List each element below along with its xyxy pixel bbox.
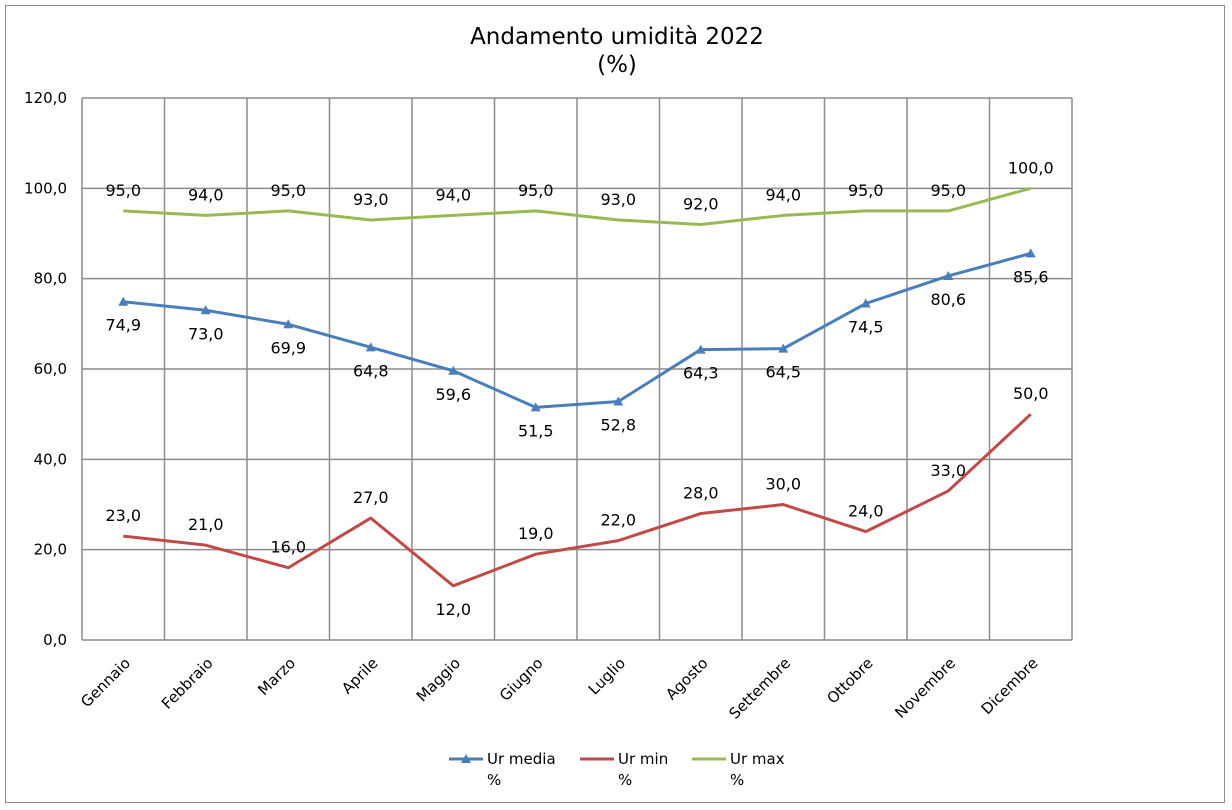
marker-media-point [283,319,294,329]
data-label-min: 27,0 [353,488,389,507]
legend-label-max: Ur max [730,750,785,768]
data-label-media: 59,6 [435,385,471,404]
data-label-media: 85,6 [1013,267,1049,286]
series-line-media [123,251,1032,409]
data-label-media: 64,8 [353,361,389,380]
data-label-max: 94,0 [435,185,471,204]
legend: Ur media% Ur min% Ur max% [449,750,785,789]
data-label-max: 95,0 [848,181,884,200]
y-axis-ticks: 0,0 20,0 40,0 60,0 80,0 100,0 120,0 [24,89,67,649]
data-label-max: 95,0 [270,181,306,200]
data-label-max: 93,0 [353,190,389,209]
x-axis-ticks: Gennaio Febbraio Marzo Aprile Maggio Giugno Lu… [77,654,1041,723]
data-label-max: 100,0 [1008,158,1054,177]
marker-media-point [118,296,129,306]
chart-subtitle: (%) [597,52,637,78]
x-tick-label: Febbraio [158,654,217,713]
y-tick-label: 80,0 [34,270,67,288]
marker-media-point [200,305,211,315]
x-tick-label: Marzo [254,654,299,699]
x-tick-label: Maggio [413,654,464,705]
marker-media-point [943,270,954,280]
series-line-max [123,186,1032,226]
x-tick-label: Aprile [338,654,381,697]
series-layer [118,186,1036,588]
marker-media-point [613,396,624,406]
legend-unit-min: % [618,771,632,789]
y-tick-label: 100,0 [24,179,67,197]
data-label-media: 52,8 [600,416,636,435]
x-tick-label: Settembre [726,654,795,723]
data-label-max: 93,0 [600,190,636,209]
data-label-media: 73,0 [188,324,224,343]
data-label-media: 69,9 [270,338,306,357]
data-label-min: 19,0 [518,524,554,543]
marker-media-point [530,402,541,412]
data-label-max: 92,0 [683,194,719,213]
x-tick-label: Gennaio [77,654,134,711]
legend-unit-max: % [730,771,744,789]
data-label-min: 12,0 [435,600,471,619]
data-label-media: 64,5 [765,363,801,382]
marker-media-point [448,365,459,375]
x-tick-label: Luglio [585,654,629,698]
data-label-min: 50,0 [1013,384,1049,403]
x-tick-label: Novembre [891,654,959,722]
data-label-max: 95,0 [930,181,966,200]
legend-marker-media [461,754,471,763]
data-label-min: 16,0 [270,538,306,557]
data-label-min: 24,0 [848,502,884,521]
x-tick-label: Agosto [662,654,711,703]
y-tick-label: 0,0 [43,631,67,649]
data-label-media: 64,3 [683,364,719,383]
legend-unit-media: % [487,771,501,789]
data-label-media: 74,5 [848,318,884,337]
data-label-max: 95,0 [518,181,554,200]
data-labels-layer: 74,9 73,0 69,9 64,8 59,6 51,5 52,8 64,3 64,5 74,5… [105,158,1053,618]
x-tick-label: Giugno [496,654,547,705]
marker-media-point [695,344,706,354]
y-tick-label: 20,0 [34,541,67,559]
data-label-min: 23,0 [105,506,141,525]
data-label-min: 33,0 [930,461,966,480]
marker-media-point [778,343,789,353]
y-tick-label: 60,0 [34,360,67,378]
marker-media-point [860,298,871,308]
marker-media-point [365,342,376,352]
x-tick-label: Ottobre [823,654,876,707]
legend-label-min: Ur min [618,750,668,768]
data-label-media: 74,9 [105,316,141,335]
data-label-max: 94,0 [188,185,224,204]
plot-grid [81,97,1073,641]
marker-media-point [1025,248,1036,258]
legend-label-media: Ur media [487,750,556,768]
data-label-min: 22,0 [600,511,636,530]
data-label-media: 80,6 [930,290,966,309]
data-label-max: 94,0 [765,185,801,204]
series-line-min [123,413,1032,588]
y-tick-label: 120,0 [24,89,67,107]
data-label-min: 28,0 [683,484,719,503]
chart-title: Andamento umidità 2022 [470,24,764,50]
y-tick-label: 40,0 [34,450,67,468]
data-label-min: 30,0 [765,475,801,494]
data-label-min: 21,0 [188,515,224,534]
data-label-max: 95,0 [105,181,141,200]
data-label-media: 51,5 [518,421,554,440]
x-tick-label: Dicembre [978,654,1042,718]
